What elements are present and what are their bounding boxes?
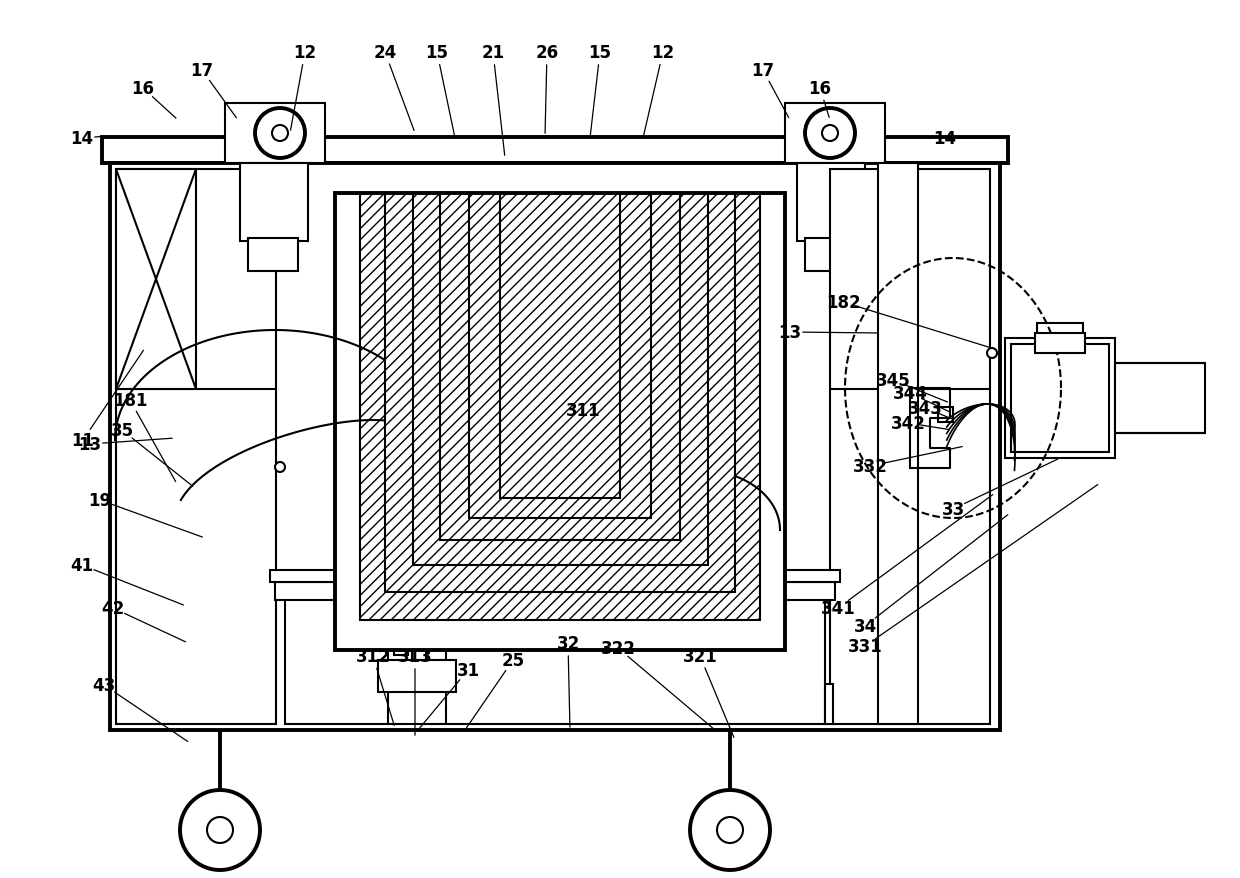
Bar — [110, 164, 999, 730]
Circle shape — [822, 126, 838, 142]
Text: 344: 344 — [893, 385, 928, 402]
Text: 342: 342 — [890, 414, 925, 433]
Bar — [412, 638, 427, 660]
Bar — [285, 582, 825, 724]
Text: 13: 13 — [78, 435, 102, 453]
Text: 181: 181 — [113, 392, 148, 409]
Bar — [102, 138, 1008, 164]
Text: 31: 31 — [456, 661, 480, 680]
Text: 311: 311 — [565, 401, 600, 420]
Text: 341: 341 — [821, 600, 856, 617]
Circle shape — [275, 463, 285, 472]
Circle shape — [689, 790, 770, 870]
Bar — [1037, 324, 1083, 339]
Text: 16: 16 — [131, 80, 155, 97]
Bar — [878, 164, 918, 724]
Circle shape — [805, 109, 856, 159]
Text: 322: 322 — [600, 639, 635, 658]
Bar — [1004, 339, 1115, 458]
Text: 19: 19 — [88, 492, 112, 509]
Text: 25: 25 — [501, 651, 525, 669]
Bar — [270, 571, 839, 582]
Bar — [384, 194, 735, 593]
Bar — [1035, 334, 1085, 354]
Text: 34: 34 — [853, 617, 877, 636]
Bar — [825, 684, 833, 724]
Circle shape — [180, 790, 260, 870]
Circle shape — [272, 126, 288, 142]
Bar — [224, 104, 325, 164]
Bar — [469, 194, 651, 518]
Circle shape — [717, 817, 743, 843]
Text: 15: 15 — [425, 44, 449, 62]
Text: 332: 332 — [853, 457, 888, 476]
Circle shape — [255, 109, 305, 159]
Text: 17: 17 — [191, 62, 213, 80]
Bar — [335, 194, 785, 651]
Text: 41: 41 — [71, 557, 93, 574]
Bar — [360, 194, 760, 620]
Text: 33: 33 — [941, 500, 965, 518]
Text: 42: 42 — [102, 600, 125, 617]
Text: 321: 321 — [683, 647, 718, 666]
Text: 16: 16 — [808, 80, 832, 97]
Text: 313: 313 — [398, 647, 433, 666]
Bar — [500, 194, 620, 499]
Text: 21: 21 — [481, 44, 505, 62]
Bar — [248, 239, 298, 271]
Text: 43: 43 — [92, 676, 115, 694]
Bar — [805, 239, 856, 271]
Text: 331: 331 — [848, 637, 883, 655]
Text: 26: 26 — [536, 44, 558, 62]
Bar — [392, 572, 412, 590]
Text: 13: 13 — [779, 324, 801, 342]
Text: 32: 32 — [557, 634, 579, 652]
Text: 35: 35 — [110, 421, 134, 440]
Text: 15: 15 — [589, 44, 611, 62]
Text: 345: 345 — [875, 371, 910, 390]
Bar — [1011, 344, 1109, 452]
Bar — [785, 104, 885, 164]
Bar — [413, 194, 708, 565]
Circle shape — [207, 817, 233, 843]
Bar — [830, 169, 990, 724]
Bar — [797, 164, 866, 241]
Bar — [275, 582, 835, 601]
Text: 12: 12 — [651, 44, 675, 62]
Bar — [1115, 363, 1205, 434]
Text: 14: 14 — [71, 130, 93, 148]
Bar — [440, 194, 680, 540]
Circle shape — [987, 349, 997, 358]
Bar — [335, 194, 785, 651]
Bar — [117, 169, 196, 390]
Text: 17: 17 — [751, 62, 775, 80]
Text: 12: 12 — [294, 44, 316, 62]
Bar — [937, 407, 954, 422]
Text: 343: 343 — [908, 399, 942, 418]
Bar — [241, 164, 308, 241]
Text: 24: 24 — [373, 44, 397, 62]
Text: 182: 182 — [826, 293, 861, 312]
Bar — [117, 169, 277, 724]
Text: 14: 14 — [934, 130, 956, 148]
Text: 312: 312 — [356, 647, 391, 666]
Bar — [394, 637, 408, 655]
Bar — [378, 660, 456, 692]
Text: 11: 11 — [72, 431, 94, 450]
